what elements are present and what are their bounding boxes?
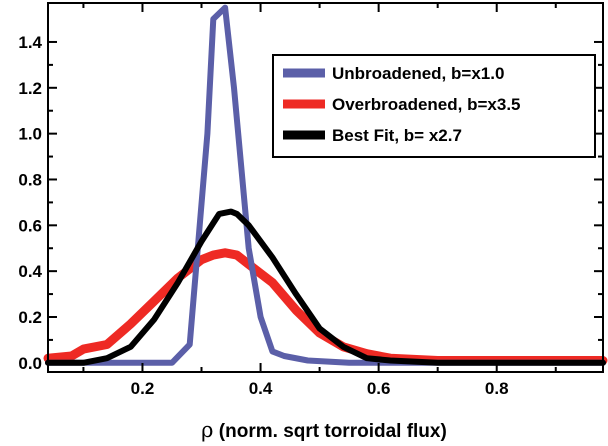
x-tick-label: 0.6 [367,379,391,398]
x-tick-label: 0.4 [249,379,273,398]
series-layer [43,4,608,366]
x-axis-symbol: ρ [201,418,213,442]
y-tick-label: 0.8 [18,170,42,189]
x-tick-label: 0.2 [131,379,155,398]
ticks-layer: 0.2 0.4 0.6 0.8 0.0 0.2 0.4 0.6 0.8 1.0 1.2 1.4 [18,3,603,398]
y-tick-label: 1.2 [18,79,42,98]
series-line-3 [45,208,606,366]
axes-layer [47,2,604,373]
legend-label-unbroadened: Unbroadened, b=x1.0 [332,64,504,83]
x-axis-title: ρ (norm. sqrt torroidal flux) [201,418,447,442]
series-line-2 [43,248,608,365]
x-tick-label: 0.8 [485,379,509,398]
legend-label-best-fit: Best Fit, b= x2.7 [332,126,462,145]
legend-box [272,54,596,158]
plot-frame [47,2,604,373]
y-tick-label: 1.0 [18,125,42,144]
y-tick-label: 0.2 [18,308,42,327]
legend: Unbroadened, b=x1.0 Overbroadened, b=x3.… [272,54,596,158]
x-axis-label: (norm. sqrt torroidal flux) [214,421,447,442]
y-tick-label: 0.0 [18,354,42,373]
y-tick-label: 1.4 [18,33,42,52]
y-tick-label: 0.6 [18,216,42,235]
series-line-1 [45,4,606,366]
y-tick-label: 0.4 [18,262,42,281]
legend-label-overbroadened: Overbroadened, b=x3.5 [332,95,521,114]
